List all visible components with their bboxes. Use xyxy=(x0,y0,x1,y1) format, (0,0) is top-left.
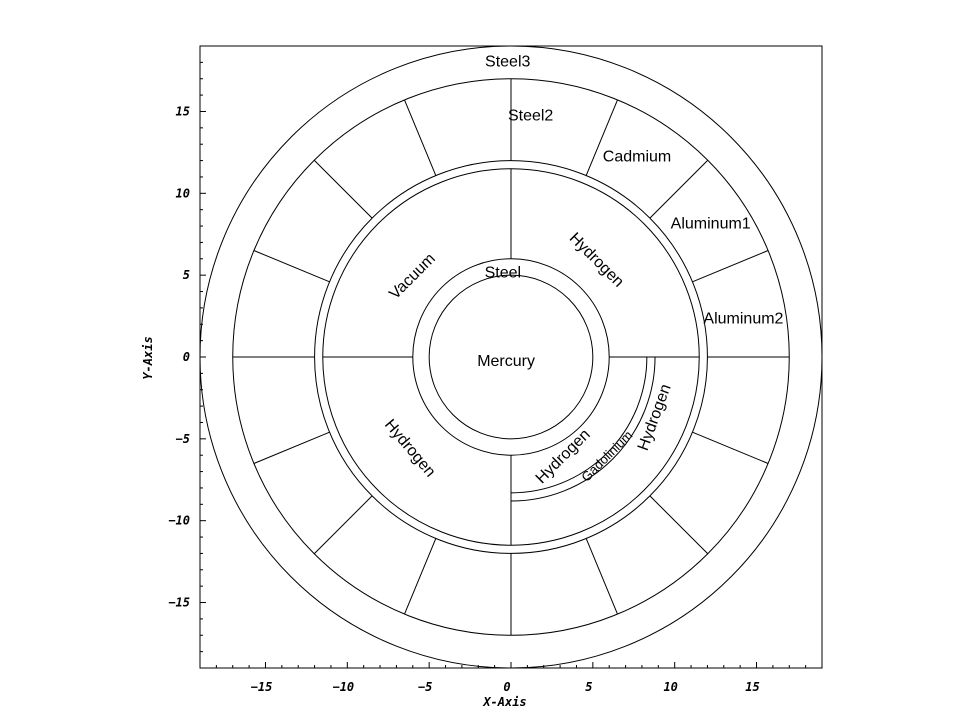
y-tick-label: −5 xyxy=(176,432,190,446)
axis-ticks: −15 −15 −10 −10 −5 −5 0 0 5 5 10 10 15 15 xyxy=(168,104,759,694)
geometry-layer xyxy=(199,45,823,669)
outer-spoke xyxy=(585,538,618,615)
y-tick-label: 10 xyxy=(176,186,190,200)
y-tick-label: −15 xyxy=(168,596,190,610)
region-label-hydrogen: Hydrogen xyxy=(566,230,627,291)
region-label-aluminum1: Aluminum1 xyxy=(671,216,751,233)
region-label-steel2: Steel2 xyxy=(508,108,553,125)
region-label-aluminum2: Aluminum2 xyxy=(703,311,783,328)
outer-spoke xyxy=(585,99,618,176)
gadolinium-arc xyxy=(510,356,656,502)
outer-spoke xyxy=(404,99,437,176)
y-tick-label: −10 xyxy=(168,514,190,528)
x-tick-label: 10 xyxy=(663,680,677,694)
x-tick-label: 0 xyxy=(503,680,510,694)
region-label-vacuum: Vacuum xyxy=(386,250,439,303)
region-label-cadmium: Cadmium xyxy=(603,149,671,166)
x-tick-label: −5 xyxy=(418,680,432,694)
outer-spoke xyxy=(649,495,709,555)
outer-spoke xyxy=(649,159,709,219)
x-tick-label: −15 xyxy=(251,680,273,694)
outer-spoke xyxy=(253,250,330,283)
outer-spoke xyxy=(253,431,330,464)
outer-spoke xyxy=(313,495,373,555)
outer-spoke xyxy=(692,250,769,283)
region-label-hydrogen: Hydrogen xyxy=(381,416,439,480)
outer-spoke xyxy=(404,538,437,615)
region-label-steel: Steel xyxy=(485,265,521,282)
x-axis-title: X-Axis xyxy=(482,695,526,709)
region-label-steel3: Steel3 xyxy=(485,54,530,71)
region-labels: Steel3 Steel2 Cadmium Aluminum1 Aluminum2 Vac… xyxy=(381,54,784,488)
y-axis-title: Y-Axis xyxy=(141,336,155,379)
y-tick-label: 5 xyxy=(183,268,190,282)
ring-circle xyxy=(428,274,594,440)
gadolinium-arc xyxy=(510,356,648,494)
region-label-mercury: Mercury xyxy=(477,353,535,370)
y-tick-label: 0 xyxy=(183,350,190,364)
x-tick-label: 15 xyxy=(745,680,759,694)
outer-spoke xyxy=(313,159,373,219)
y-tick-label: 15 xyxy=(176,104,190,118)
x-tick-label: 5 xyxy=(585,680,592,694)
ring-circle xyxy=(199,45,823,669)
x-tick-label: −10 xyxy=(332,680,354,694)
outer-spoke xyxy=(692,431,769,464)
region-label-hydrogen: Hydrogen xyxy=(635,382,675,453)
